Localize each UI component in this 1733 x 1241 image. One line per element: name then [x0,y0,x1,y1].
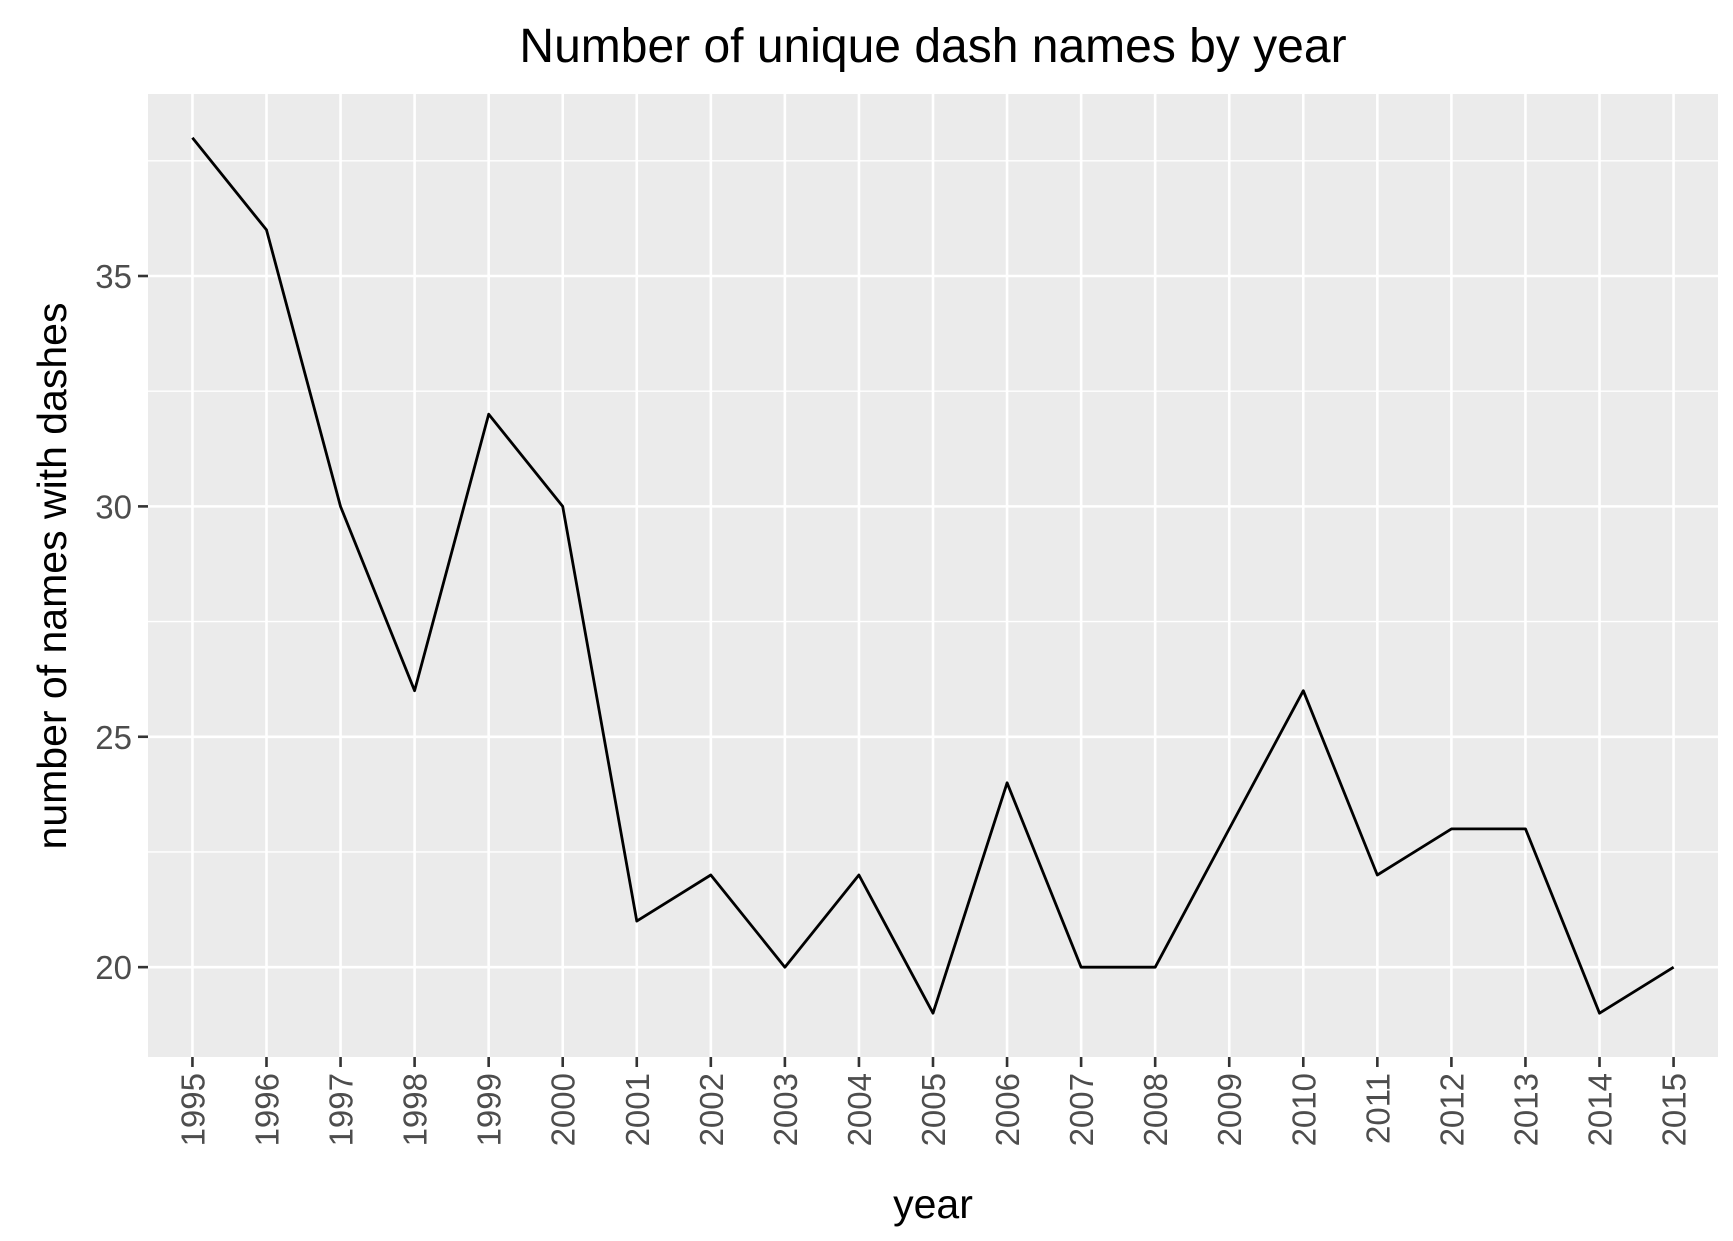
x-tick-labels: 1995 1996 1997 1998 1999 2000 2001 2002 2003 2004… [174,1073,1692,1146]
y-tick-labels: 20 25 30 35 [95,258,132,986]
major-gridlines [148,94,1718,1057]
x-tick-label: 2007 [1063,1073,1100,1146]
x-tick-label: 2009 [1211,1073,1248,1146]
series-line [191,136,1675,1015]
x-tick-label: 2011 [1359,1073,1396,1144]
x-tick-label: 1998 [397,1073,434,1146]
x-tick-label: 2002 [693,1073,730,1146]
axis-ticks [138,274,1675,1067]
x-tick-label: 2004 [841,1073,878,1146]
x-tick-label: 2003 [767,1073,804,1146]
x-tick-label: 2015 [1656,1073,1693,1146]
y-tick-label: 30 [95,488,132,525]
x-axis-title: year [893,1181,973,1227]
x-tick-label: 2013 [1507,1073,1544,1146]
chart-title: Number of unique dash names by year [519,20,1346,73]
x-tick-label: 2006 [989,1073,1026,1146]
x-tick-label: 1995 [174,1073,211,1146]
series-layer [191,136,1675,1015]
x-tick-label: 2005 [915,1073,952,1146]
y-tick-label: 25 [95,719,132,756]
x-tick-label: 1999 [471,1073,508,1146]
x-tick-label: 2008 [1137,1073,1174,1146]
x-tick-label: 2000 [545,1073,582,1146]
x-tick-label: 2001 [619,1073,656,1146]
y-tick-label: 20 [95,949,132,986]
x-tick-label: 1997 [323,1073,360,1146]
y-tick-label: 35 [95,258,132,295]
x-tick-label: 2014 [1582,1073,1619,1146]
x-tick-label: 2012 [1433,1073,1470,1146]
x-tick-label: 2010 [1285,1073,1322,1146]
x-tick-label: 1996 [248,1073,285,1146]
y-axis-title: number of names with dashes [29,303,75,850]
